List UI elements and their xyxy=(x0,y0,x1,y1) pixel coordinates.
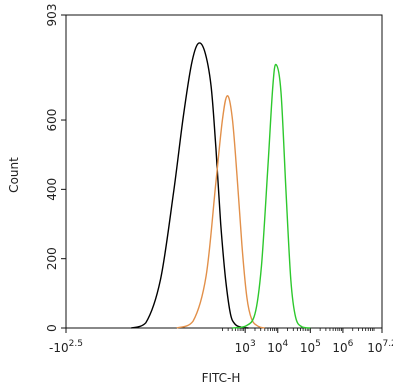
y-axis-label: Count xyxy=(7,157,21,193)
x-tick-exponent: 6 xyxy=(348,339,354,349)
y-axis-ticks: 0 200 400 600 903 xyxy=(45,4,66,332)
x-tick-base: 10 xyxy=(267,341,282,355)
x-tick-label: 104 xyxy=(267,339,288,355)
x-tick-base: 10 xyxy=(300,341,315,355)
y-tick-label: 200 xyxy=(45,247,59,270)
x-tick-exponent: 5 xyxy=(315,339,321,349)
y-tick-label: 400 xyxy=(45,178,59,201)
x-tick-exponent: 7.2 xyxy=(382,339,393,349)
x-tick-exponent: 4 xyxy=(283,339,289,349)
histogram-series-layer xyxy=(130,42,311,329)
plot-area xyxy=(65,14,383,329)
y-tick-label: 600 xyxy=(45,109,59,132)
x-tick-label: 107.2 xyxy=(367,339,393,355)
x-tick-base: 10 xyxy=(367,341,382,355)
x-tick-base: 10 xyxy=(235,341,250,355)
x-tick-exponent: 3 xyxy=(250,339,256,349)
x-tick-label: -102.5 xyxy=(49,339,83,355)
y-tick-label: 0 xyxy=(45,324,59,332)
x-tick-exponent: 2.5 xyxy=(69,339,83,349)
histogram-series-3 xyxy=(232,63,311,329)
x-axis-label: FITC-H xyxy=(202,371,241,385)
x-tick-label: 105 xyxy=(300,339,321,355)
x-tick-label: 103 xyxy=(235,339,256,355)
histogram-series-2 xyxy=(176,95,265,329)
histogram-series-1 xyxy=(130,42,249,329)
plot-frame xyxy=(65,14,383,329)
x-tick-base: 10 xyxy=(332,341,347,355)
x-tick-base: -10 xyxy=(49,341,69,355)
y-tick-label: 903 xyxy=(45,4,59,27)
x-tick-label: 106 xyxy=(332,339,353,355)
